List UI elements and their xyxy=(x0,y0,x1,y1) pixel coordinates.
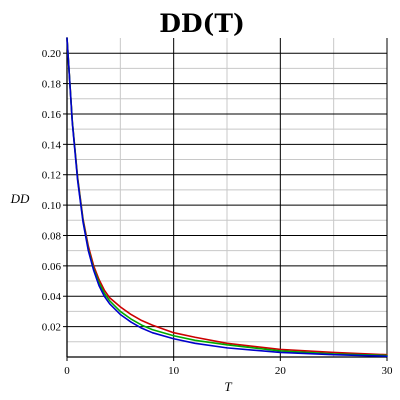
y-tick-label: 0.16 xyxy=(42,109,62,121)
series-line xyxy=(66,37,388,358)
y-tick-label: 0.02 xyxy=(42,322,61,334)
axes xyxy=(63,38,388,361)
y-tick-label: 0.04 xyxy=(42,291,62,303)
grid-major xyxy=(67,38,388,357)
y-tick-label: 0.18 xyxy=(42,79,62,91)
y-tick-label: 0.14 xyxy=(42,139,62,151)
y-tick-label: 0.06 xyxy=(42,261,62,273)
y-tick-label: 0.12 xyxy=(42,170,61,182)
series-layer xyxy=(66,37,388,358)
x-tick-label: 0 xyxy=(64,365,70,377)
x-tick-label: 30 xyxy=(382,365,394,377)
grid-minor xyxy=(67,38,387,357)
y-axis-label: DD xyxy=(10,191,30,206)
tick-labels: 0.02 0.04 0.06 0.08 0.10 0.12 0.14 0.16 0.18 0.20… xyxy=(42,48,393,377)
y-tick-label: 0.08 xyxy=(42,230,62,242)
x-tick-label: 10 xyxy=(168,365,180,377)
x-tick-label: 20 xyxy=(275,365,287,377)
y-tick-label: 0.10 xyxy=(42,200,62,212)
chart-title: DD(T) xyxy=(159,9,245,38)
y-tick-label: 0.20 xyxy=(42,48,62,60)
x-axis-label: T xyxy=(224,379,232,394)
